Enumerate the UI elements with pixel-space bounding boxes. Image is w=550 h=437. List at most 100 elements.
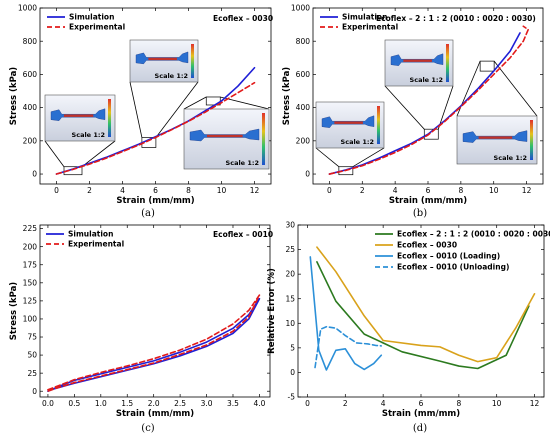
scale-label: Scale 1:2 [155,72,188,80]
x-tick-label: 12 [250,186,260,195]
y-tick-label: 175 [23,260,38,269]
series-group [328,25,530,175]
series-line-experimental [55,81,256,175]
y-tick-label: 0 [290,368,295,377]
x-tick-label: 2.5 [174,399,186,408]
x-tick-label: 4 [381,399,386,408]
series-line-ecoflex-2-1-2-0010-0020-0030- [316,261,530,370]
legend-label: Ecoflex – 0010 (Loading) [397,252,500,261]
legend-label: Experimental [342,23,398,32]
series-group [55,66,256,175]
y-tick-label: 50 [27,351,37,360]
simulation-thumbnail: Scale 1:2 [44,94,116,142]
y-tick-label: 400 [296,103,311,112]
y-tick-label: 150 [23,278,38,287]
x-tick-label: 0.0 [42,399,54,408]
x-tick-label: 1.0 [95,399,107,408]
x-tick-label: 0 [327,186,332,195]
y-tick-label: 200 [296,136,311,145]
y-tick-label: 200 [23,242,38,251]
simulation-thumbnail: Scale 1:2 [183,108,270,170]
colorbar-legend [108,99,111,137]
zoom-connector-line [44,140,65,167]
x-tick-label: 8 [456,399,461,408]
legend-label: Experimental [69,23,125,32]
y-tick-label: 10 [285,319,295,328]
series-line-simulation [47,297,261,393]
zoom-connector-line [315,147,340,168]
panel-caption: (b) [413,208,427,219]
y-tick-label: 0 [32,387,37,396]
y-tick-label: 100 [23,315,38,324]
y-tick-label: 125 [23,296,38,305]
legend-label: Ecoflex – 0030 [397,241,457,250]
colorbar-legend [191,44,194,78]
legend-label: Simulation [69,13,114,22]
plot-area [297,224,545,398]
x-tick-label: 6 [426,186,431,195]
y-tick-label: 30 [285,221,295,230]
y-tick-label: 1000 [18,4,37,13]
x-tick-label: 3.0 [201,399,213,408]
x-tick-label: 12 [522,186,532,195]
colorbar-legend [530,120,533,160]
y-tick-label: 15 [285,294,295,303]
legend-label: Ecoflex – 2 : 1 : 2 (0010 : 0020 : 0030) [397,230,550,239]
x-tick-label: 6 [153,186,158,195]
y-tick-label: 25 [285,245,295,254]
x-axis-label: Strain (mm/mm) [116,196,194,206]
colorbar-legend [262,113,265,165]
y-tick-label: 400 [23,103,38,112]
x-tick-label: 6 [419,399,424,408]
y-tick-label: 0 [305,170,310,179]
y-tick-label: 75 [27,333,37,342]
scale-label: Scale 1:2 [72,131,105,139]
x-tick-label: 0 [54,186,59,195]
x-tick-label: 0.5 [68,399,80,408]
zoom-connector-line [81,140,116,168]
x-axis-label: Strain (mm/mm) [382,409,460,419]
chart-panel-a: 0 2 4 6 8 10 12 0 200 400 600 800 1000 Strain (mm/mm)… [9,4,273,219]
series-line-ecoflex-0010-unloading- [314,325,383,369]
zoom-region-box [63,166,83,176]
simulation-thumbnail: Scale 1:2 [129,39,199,83]
series-group [47,294,261,393]
x-tick-label: 10 [492,399,502,408]
y-axis-label: Stress (kPa) [9,282,19,340]
zoom-connector-line [129,81,143,138]
chart-panel-b: 0 2 4 6 8 10 12 0 200 400 600 800 1000 Strain (mm/mm)… [282,4,544,219]
y-tick-label: -5 [288,393,296,402]
material-label: Ecoflex – 2 : 1 : 2 (0010 : 0020 : 0030) [376,14,536,23]
x-tick-label: 8 [186,186,191,195]
x-tick-label: 10 [489,186,499,195]
x-tick-label: 2 [360,186,365,195]
y-axis-label: Stress (kPa) [282,67,292,125]
y-tick-label: 20 [285,270,295,279]
x-tick-label: 8 [458,186,463,195]
series-group [309,246,536,371]
y-tick-label: 0 [32,170,37,179]
series-line-ecoflex-0030 [316,246,536,363]
simulation-thumbnail: Scale 1:2 [384,39,454,87]
panel-caption: (d) [413,423,427,434]
material-label: Ecoflex – 0010 [213,230,273,239]
x-tick-label: 0 [305,399,310,408]
y-tick-label: 800 [296,37,311,46]
y-tick-label: 600 [23,70,38,79]
scale-label: Scale 1:2 [494,154,527,162]
scale-label: Scale 1:2 [341,138,374,146]
x-tick-label: 4 [120,186,125,195]
x-tick-label: 10 [217,186,227,195]
series-line-ecoflex-0010-loading- [309,256,383,371]
x-tick-label: 2.0 [148,399,160,408]
y-axis-label: Stress (kPa) [9,67,19,125]
series-line-experimental [47,294,261,393]
legend-label: Simulation [342,13,387,22]
x-axis-label: Strain (mm/mm) [116,409,194,419]
simulation-thumbnail: Scale 1:2 [456,115,538,165]
zoom-region-box [338,166,354,176]
zoom-connector-line [437,85,454,130]
y-tick-label: 1000 [291,4,310,13]
zoom-connector-line [384,85,425,130]
